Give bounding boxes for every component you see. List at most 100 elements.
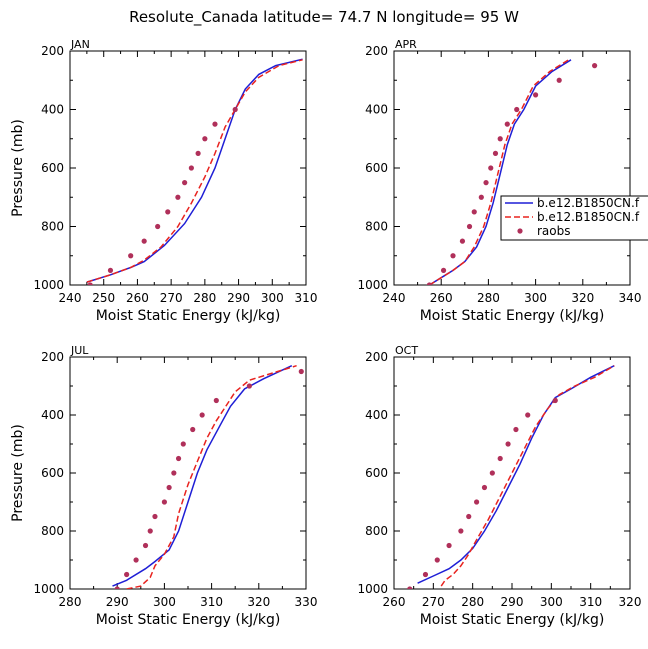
model-2-line: [440, 365, 615, 587]
x-tick-label: 340: [619, 291, 642, 305]
raobs-point: [505, 441, 511, 447]
x-tick-label: 320: [619, 595, 642, 609]
y-tick-label: 600: [365, 161, 388, 175]
y-tick-label: 800: [365, 524, 388, 538]
raobs-point: [440, 267, 447, 273]
series-group: [86, 58, 303, 285]
x-tick-label: 300: [524, 291, 547, 305]
x-tick-label: 310: [295, 291, 318, 305]
model-1-line: [112, 365, 293, 587]
x-tick-label: 330: [295, 595, 318, 609]
model-2-line: [86, 59, 303, 283]
legend-entry: raobs: [537, 224, 571, 238]
raobs-point: [212, 121, 218, 127]
raobs-point: [492, 150, 499, 156]
y-tick-label: 400: [365, 103, 388, 117]
y-tick-label: 800: [41, 220, 64, 234]
y-tick-label: 1000: [357, 582, 388, 596]
raobs-point: [147, 528, 153, 534]
raobs-point: [434, 557, 440, 563]
raobs-point: [133, 557, 139, 563]
x-tick-label: 240: [59, 291, 82, 305]
raobs-point: [525, 412, 531, 418]
x-axis-label: Moist Static Energy (kJ/kg): [96, 612, 281, 628]
y-tick-label: 1000: [33, 278, 64, 292]
x-tick-label: 280: [59, 595, 82, 609]
raobs-point: [483, 180, 489, 186]
raobs-point: [161, 499, 167, 505]
x-tick-label: 260: [126, 291, 149, 305]
raobs-point: [481, 484, 488, 491]
y-tick-label: 200: [41, 350, 64, 364]
x-tick-label: 250: [92, 291, 115, 305]
raobs-point: [182, 180, 188, 186]
figure-title: Resolute_Canada latitude= 74.7 N longitu…: [129, 8, 519, 27]
raobs-point: [474, 499, 480, 505]
x-axis-label: Moist Static Energy (kJ/kg): [420, 308, 605, 324]
model-2-line: [126, 364, 297, 589]
y-tick-label: 200: [365, 350, 388, 364]
raobs-point: [195, 150, 201, 156]
plot-frame: [69, 356, 307, 590]
model-1-line: [417, 365, 615, 584]
model-2-line: [429, 59, 569, 285]
raobs-point: [152, 513, 158, 520]
x-axis-label: Moist Static Energy (kJ/kg): [96, 308, 281, 324]
raobs-point: [171, 470, 177, 476]
raobs-point: [87, 282, 93, 285]
legend-marker-raobs: [517, 228, 523, 234]
panel-label: JAN: [70, 38, 90, 51]
y-tick-label: 800: [41, 524, 64, 538]
raobs-point: [450, 253, 456, 259]
raobs-point: [175, 194, 181, 200]
x-tick-label: 290: [501, 595, 524, 609]
raobs-point: [466, 513, 472, 520]
y-tick-label: 600: [41, 161, 64, 175]
raobs-point: [422, 571, 429, 578]
plot-frame: [393, 50, 631, 286]
raobs-point: [190, 426, 196, 433]
model-1-line: [86, 58, 303, 283]
panel-jan: 240 250 260 270 280 290 300 310 200 400 600 800 1000…: [10, 38, 317, 324]
raobs-point: [446, 542, 452, 549]
x-tick-label: 320: [247, 595, 270, 609]
raobs-point: [246, 383, 252, 389]
raobs-point: [504, 121, 510, 127]
raobs-point: [166, 484, 172, 491]
panel-label: OCT: [395, 344, 418, 357]
x-tick-label: 280: [193, 291, 216, 305]
series-group: [407, 365, 615, 589]
raobs-point: [552, 397, 558, 404]
y-tick-label: 400: [365, 408, 388, 422]
raobs-point: [180, 441, 186, 447]
x-tick-label: 280: [461, 595, 484, 609]
raobs-point: [213, 397, 219, 404]
y-axis-label: Pressure (mb): [10, 119, 26, 217]
panel-label: APR: [395, 38, 417, 51]
x-tick-label: 260: [430, 291, 453, 305]
series-group: [112, 364, 304, 589]
x-tick-label: 280: [477, 291, 500, 305]
raobs-point: [298, 368, 304, 375]
y-tick-label: 600: [365, 466, 388, 480]
x-tick-label: 300: [540, 595, 563, 609]
y-tick-label: 1000: [357, 278, 388, 292]
series-group: [426, 59, 598, 285]
raobs-point: [426, 282, 432, 285]
y-tick-label: 200: [41, 44, 64, 58]
panel-apr: 240 260 280 300 320 340 200 400 600 800 1000 APR Moi…: [357, 38, 641, 324]
model-1-line: [429, 59, 572, 285]
plot-frame: [393, 356, 631, 590]
x-axis-label: Moist Static Energy (kJ/kg): [420, 612, 605, 628]
y-tick-label: 1000: [33, 582, 64, 596]
panel-oct: 260 270 280 290 300 310 320 200 400 600 800 1000 OCT…: [357, 344, 641, 628]
legend-entry: b.e12.B1850CN.f: [537, 196, 640, 210]
raobs-point: [489, 470, 495, 476]
raobs-point: [188, 165, 194, 171]
x-tick-label: 320: [571, 291, 594, 305]
raobs-point: [107, 267, 114, 273]
raobs-point: [556, 77, 562, 83]
raobs-point: [407, 586, 413, 589]
raobs-point: [124, 571, 130, 578]
